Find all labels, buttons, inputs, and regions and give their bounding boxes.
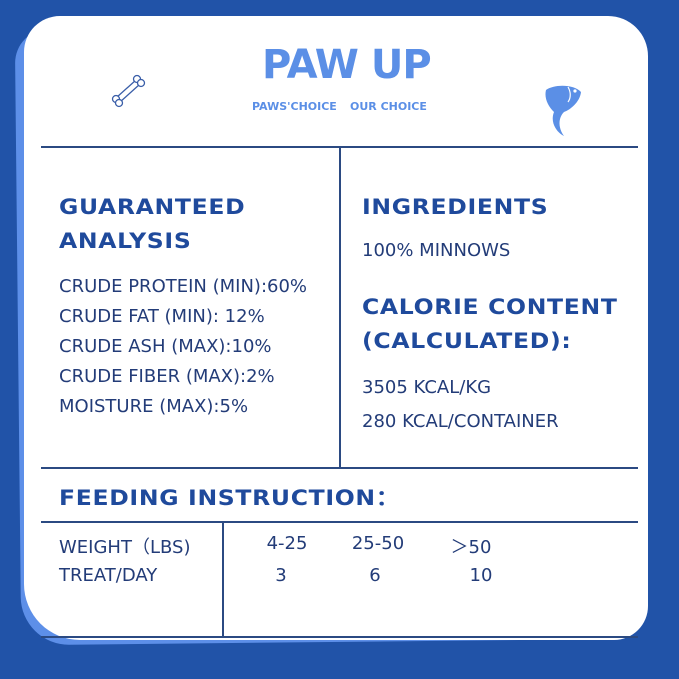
table-bottom-line (41, 636, 638, 638)
analysis-title-2: ANALYSIS (59, 229, 192, 253)
cell: 3 (275, 565, 287, 586)
divider-middle (339, 146, 341, 468)
calorie-title-2: (CALCULATED): (362, 329, 572, 353)
analysis-item: CRUDE PROTEIN (MIN):60% (59, 276, 308, 297)
table-top-line (41, 521, 638, 523)
analysis-title-1: GUARANTEED (59, 195, 246, 219)
fish-icon (545, 85, 581, 136)
cell: 25-50 (351, 533, 405, 554)
analysis-item: CRUDE ASH (MAX):10% (59, 336, 272, 357)
table-divider (222, 521, 224, 637)
row-label: WEIGHT（LBS) (59, 537, 191, 558)
cell: 4-25 (266, 533, 308, 554)
calorie-title-1: CALORIE CONTENT (362, 295, 618, 319)
bone-icon (111, 74, 146, 108)
cell: 6 (369, 565, 381, 586)
feeding-title: FEEDING INSTRUCTION： (59, 486, 400, 510)
label-card (24, 16, 648, 640)
cell: ＞50 (450, 537, 492, 558)
calorie-value: 280 KCAL/CONTAINER (362, 411, 559, 432)
brand-logo: PAW UP (262, 42, 432, 88)
row-label: TREAT/DAY (59, 565, 158, 586)
cell: 10 (469, 565, 493, 586)
divider-feeding (41, 467, 638, 469)
analysis-item: CRUDE FAT (MIN): 12% (59, 306, 265, 327)
calorie-value: 3505 KCAL/KG (362, 377, 492, 398)
ingredients-value: 100% MINNOWS (362, 240, 511, 261)
analysis-item: CRUDE FIBER (MAX):2% (59, 366, 275, 387)
ingredients-title: INGREDIENTS (362, 195, 549, 219)
analysis-item: MOISTURE (MAX):5% (59, 396, 249, 417)
tagline-right: OUR CHOICE (350, 100, 427, 113)
tagline-left: PAWS'CHOICE (252, 100, 337, 113)
